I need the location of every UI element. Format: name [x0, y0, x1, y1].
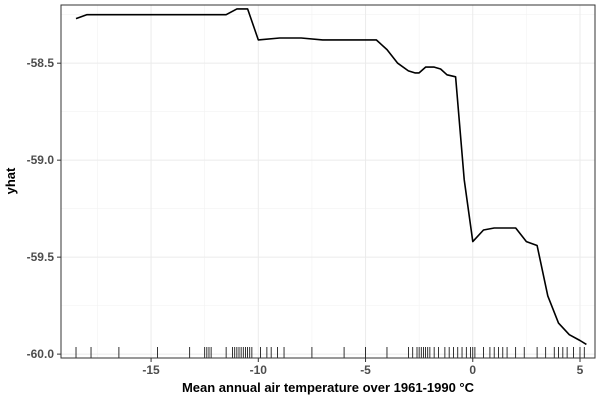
x-tick-label: 0 [469, 363, 476, 377]
y-tick-label: -59.5 [27, 250, 55, 264]
grid [61, 5, 595, 358]
y-tick-label: -59.0 [27, 153, 55, 167]
y-tick-label: -60.0 [27, 347, 55, 361]
x-tick-label: -10 [250, 363, 268, 377]
y-tick-label: -58.5 [27, 56, 55, 70]
x-tick-label: -5 [360, 363, 371, 377]
y-axis-title: yhat [3, 167, 18, 194]
series-layer [75, 8, 587, 346]
plot-background [61, 5, 595, 358]
x-tick-label: -15 [142, 363, 160, 377]
series-line [75, 8, 587, 346]
x-axis-ticks: -15 -10 -5 0 5 [142, 358, 584, 377]
x-tick-label: 5 [577, 363, 584, 377]
rug [75, 347, 585, 358]
x-axis-title: Mean annual air temperature over 1961-19… [182, 380, 475, 395]
y-axis-ticks: -58.5 -59.0 -59.5 -60.0 [27, 56, 61, 361]
plot-border [60, 4, 596, 359]
